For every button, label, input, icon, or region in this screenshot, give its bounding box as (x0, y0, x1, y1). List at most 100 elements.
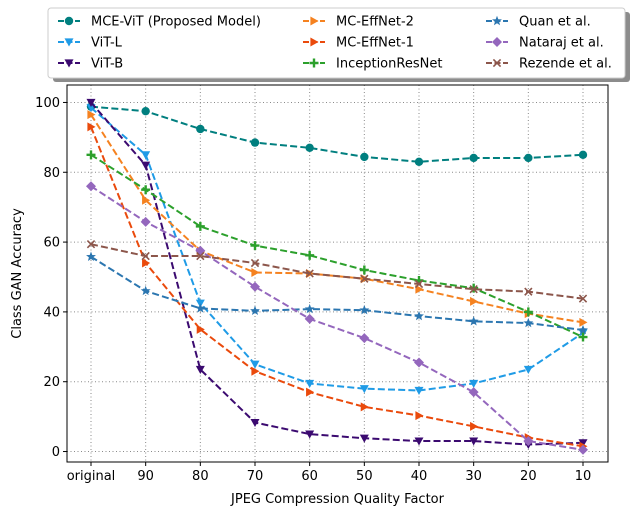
y-tick-label: 20 (43, 375, 60, 390)
data-point-inceptionresnet (195, 221, 205, 231)
legend-marker (64, 16, 74, 26)
data-point-quan-et-al (414, 310, 424, 321)
data-point-inceptionresnet (86, 150, 96, 160)
series-vit-l (86, 104, 588, 395)
legend-item-rezende-et-al: Rezende et al. (486, 57, 612, 72)
data-point-rezende-et-al (360, 274, 369, 283)
data-point-rezende-et-al (414, 279, 424, 289)
data-point-vit-b (359, 434, 369, 443)
x-tick-label: 80 (192, 469, 209, 484)
y-axis-label: Class GAN Accuracy (10, 208, 25, 339)
legend-label: Rezende et al. (519, 57, 612, 72)
legend-marker (64, 59, 74, 68)
series-inceptionresnet (86, 150, 588, 342)
data-point-quan-et-al (468, 316, 479, 326)
data-point-quan-et-al (523, 317, 534, 328)
legend-label: InceptionResNet (336, 57, 442, 72)
data-point-mc-effnet-1 (306, 387, 315, 397)
series-layer (86, 98, 588, 455)
legend-item-mce-vit-proposed-model: MCE-ViT (Proposed Model) (58, 15, 261, 30)
y-tick-label: 40 (43, 305, 60, 320)
data-point-mc-effnet-1 (142, 258, 151, 268)
legend-box (47, 7, 626, 79)
series-line-nataraj-et-al (90, 185, 584, 451)
data-point-vit-l (141, 151, 151, 160)
data-point-nataraj-et-al (140, 216, 151, 227)
data-point-rezende-et-al (250, 258, 260, 268)
data-point-inceptionresnet (141, 185, 151, 195)
data-point-vit-l (305, 379, 315, 388)
data-point-inceptionresnet (578, 332, 588, 342)
data-point-vit-b (195, 365, 205, 374)
data-point-vit-l (523, 365, 533, 374)
data-point-vit-b (250, 418, 260, 428)
data-point-inceptionresnet (250, 241, 260, 251)
legend-marker (492, 15, 502, 26)
data-point-mce-vit-proposed-model (469, 153, 478, 163)
legend-marker (492, 37, 502, 47)
series-line-inceptionresnet (90, 153, 584, 338)
data-point-mce-vit-proposed-model (578, 150, 588, 160)
data-point-mc-effnet-2 (142, 195, 151, 205)
legend-marker (310, 16, 319, 26)
data-point-rezende-et-al (469, 285, 478, 294)
y-tick-label: 100 (35, 96, 60, 111)
series-line-vit-b (90, 101, 584, 446)
series-rezende-et-al (86, 240, 588, 303)
data-point-nataraj-et-al (414, 357, 424, 368)
data-point-mce-vit-proposed-model (196, 124, 205, 134)
data-point-quan-et-al (86, 251, 96, 261)
data-point-mc-effnet-2 (415, 284, 424, 294)
y-tick-label: 0 (52, 445, 60, 460)
legend-item-quan-et-al: Quan et al. (486, 15, 591, 30)
data-point-mc-effnet-2 (251, 267, 260, 277)
series-nataraj-et-al (86, 181, 588, 455)
legend-item-mc-effnet-1: MC-EffNet-1 (303, 36, 414, 51)
data-point-quan-et-al (140, 285, 151, 296)
x-tick-label: 90 (137, 469, 154, 484)
x-tick-label: 10 (575, 469, 592, 484)
legend-marker (64, 38, 74, 47)
data-point-quan-et-al (578, 324, 588, 335)
legend-item-mc-effnet-2: MC-EffNet-2 (303, 15, 414, 30)
data-point-mce-vit-proposed-model (141, 106, 150, 116)
legend-item-vit-b: ViT-B (58, 57, 123, 72)
data-point-mce-vit-proposed-model (524, 153, 533, 163)
legend-label: MCE-ViT (Proposed Model) (91, 15, 261, 30)
legend-marker (310, 37, 319, 47)
data-point-vit-b (141, 161, 151, 170)
data-point-inceptionresnet (305, 250, 315, 260)
series-line-mce-vit-proposed-model (90, 105, 584, 163)
x-axis-label: JPEG Compression Quality Factor (230, 492, 445, 507)
series-mce-vit-proposed-model (86, 102, 588, 166)
data-point-mc-effnet-2 (470, 296, 479, 306)
data-point-mc-effnet-1 (196, 324, 205, 334)
data-point-mc-effnet-1 (87, 122, 96, 132)
data-point-nataraj-et-al (523, 436, 534, 447)
data-point-rezende-et-al (196, 251, 205, 261)
legend-item-vit-l: ViT-L (58, 36, 123, 51)
data-point-inceptionresnet (523, 307, 533, 317)
y-tick-label: 80 (43, 166, 60, 181)
data-point-quan-et-al (304, 303, 315, 314)
series-line-vit-l (90, 106, 584, 392)
data-point-vit-l (469, 379, 479, 388)
data-point-vit-b (469, 437, 479, 446)
x-tick-label: 70 (247, 469, 264, 484)
grid (67, 85, 608, 462)
data-point-mc-effnet-2 (87, 110, 96, 120)
data-point-rezende-et-al (578, 294, 588, 303)
data-point-vit-b (578, 439, 588, 448)
legend-label: MC-EffNet-1 (336, 36, 414, 51)
data-point-nataraj-et-al (359, 333, 370, 344)
y-tick-label: 60 (43, 236, 60, 251)
data-point-nataraj-et-al (250, 281, 260, 292)
plot-frame (66, 84, 609, 463)
series-mc-effnet-1 (87, 122, 588, 451)
data-point-mce-vit-proposed-model (305, 143, 314, 153)
x-tick-label: 40 (411, 469, 428, 484)
series-quan-et-al (86, 251, 588, 335)
legend-item-nataraj-et-al: Nataraj et al. (486, 36, 604, 51)
